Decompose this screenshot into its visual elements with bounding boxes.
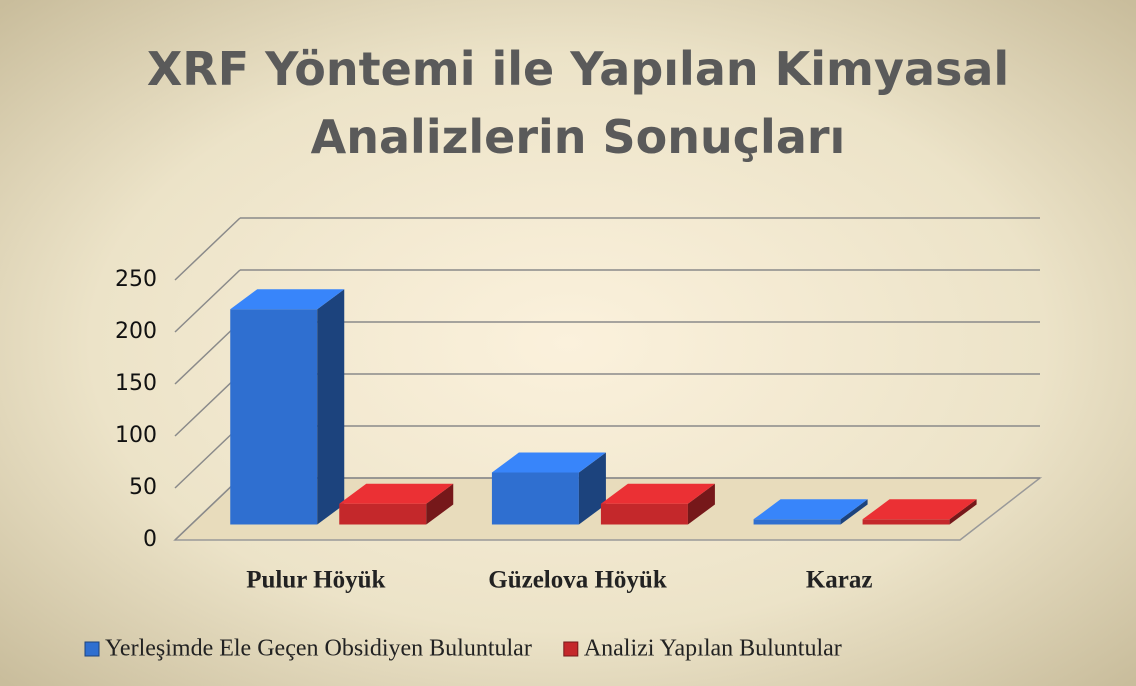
legend-label: Yerleşimde Ele Geçen Obsidiyen Buluntula… xyxy=(105,636,532,662)
bar-top xyxy=(600,483,715,504)
bar-side xyxy=(426,483,454,525)
legend-swatch xyxy=(84,641,100,657)
grid-line-side xyxy=(174,373,241,437)
bar-front xyxy=(230,309,318,525)
chart-title: XRF Yöntemi ile Yapılan Kimyasal Analizle… xyxy=(147,42,1009,164)
y-tick-label: 50 xyxy=(129,475,157,500)
x-tick-label: Güzelova Höyük xyxy=(488,567,667,594)
bar-front xyxy=(600,503,688,525)
bar-top xyxy=(339,483,454,504)
legend-label: Analizi Yapılan Buluntular xyxy=(584,636,842,662)
y-tick-label: 250 xyxy=(115,267,157,292)
bar-side xyxy=(840,499,868,525)
grid-line-side xyxy=(174,217,241,281)
y-tick-label: 100 xyxy=(115,423,157,448)
grid-line-side xyxy=(174,269,241,333)
bar-front xyxy=(339,503,427,525)
bar-front xyxy=(862,519,950,525)
bar-top xyxy=(491,452,606,473)
bar-top xyxy=(753,499,868,520)
bar-side xyxy=(687,483,715,525)
x-tick-label: Karaz xyxy=(806,567,873,594)
bar-top xyxy=(862,499,977,520)
bar-side xyxy=(317,289,345,525)
legend-swatch xyxy=(563,641,579,657)
y-tick-label: 200 xyxy=(115,319,157,344)
bar-top xyxy=(230,289,345,310)
grid-line-side xyxy=(174,477,241,541)
x-tick-label: Pulur Höyük xyxy=(246,567,385,594)
bar-front xyxy=(491,472,579,525)
y-tick-label: 0 xyxy=(143,527,157,552)
grid-line-side xyxy=(174,321,241,385)
bar-side xyxy=(949,499,977,525)
grid-line-side xyxy=(174,425,241,489)
bar-front xyxy=(753,519,841,525)
bar-side xyxy=(578,452,606,525)
y-tick-label: 150 xyxy=(115,371,157,396)
